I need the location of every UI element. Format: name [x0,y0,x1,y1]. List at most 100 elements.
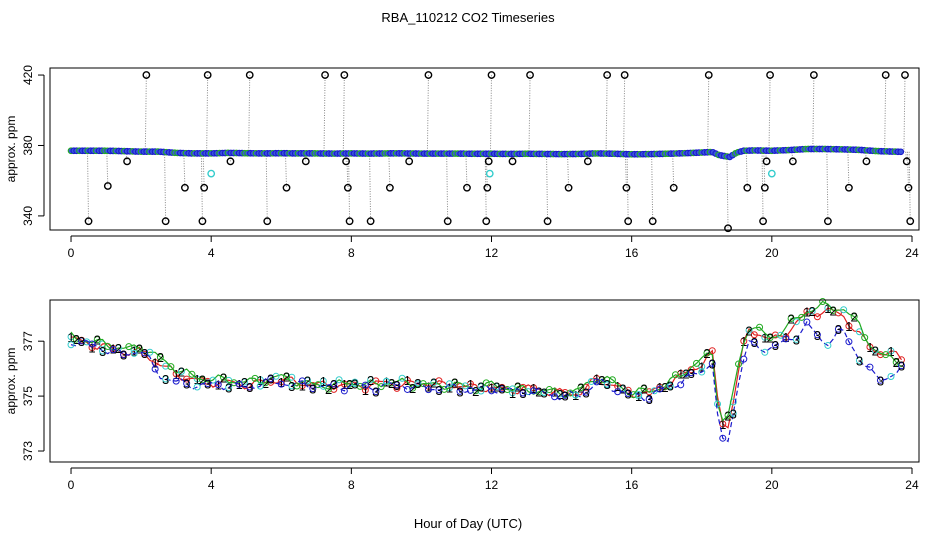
series-label-2: 2 [430,376,437,391]
spike-point [760,183,769,192]
series-label-2: 2 [809,304,816,319]
series-label-2: 2 [157,350,164,365]
spike-point [245,71,254,79]
series-point [876,376,884,384]
series-point [293,382,301,390]
spike-line [206,75,209,154]
series-point [829,307,837,315]
series-point [866,343,874,351]
spike-point [766,71,774,79]
series-point [640,385,648,393]
series-point [403,385,411,393]
series-line-1 [70,307,903,429]
series-point [861,334,869,342]
series-point [577,384,585,392]
spike-line [864,150,867,162]
series-point [582,388,590,396]
x-tick-label: 16 [625,246,639,260]
series-label-3: 3 [498,382,505,397]
series-point [188,370,196,378]
series-point [761,348,769,356]
spike-line [651,154,654,222]
series-point [198,376,206,384]
spike-point [902,157,911,166]
spike-line [908,151,911,222]
series-point [608,376,616,384]
top-marks [67,71,915,233]
series-label-2: 2 [872,343,879,358]
series-point [624,390,632,398]
series-label-2: 2 [220,370,227,385]
y-tick-label: 377 [21,331,35,351]
series-label-2: 2 [472,384,479,399]
series-label-3: 3 [772,338,779,353]
spike-point [84,217,93,226]
series-label-3: 3 [351,377,358,392]
spike-point [487,71,496,79]
spike-point [881,71,890,79]
series-point [677,381,685,389]
series-point [130,349,138,357]
spike-point [198,217,207,226]
series-label-1: 1 [383,374,390,389]
spike-line [826,149,829,222]
series-point [430,379,438,387]
series-point [761,333,769,341]
series-label-3: 3 [877,373,884,388]
series-label-2: 2 [94,333,101,348]
series-label-1: 1 [782,330,789,345]
series-label-3: 3 [667,378,674,393]
series-point [593,378,601,386]
series-point [897,362,905,370]
series-point [834,325,842,333]
series-point [125,343,133,351]
spike-line [125,151,128,162]
spike-point [901,71,909,79]
series-label-1: 1 [887,344,894,359]
x-axis-label: Hour of Day (UTC) [414,516,522,531]
spike-point [443,217,452,226]
spike-point [161,217,170,226]
series-label-2: 2 [703,346,710,361]
series-point [219,373,227,381]
series-point [372,388,380,396]
series-point [656,383,664,391]
series-point [635,391,643,399]
series-point [361,381,369,389]
spike-point [583,157,592,166]
spike-line [906,151,909,188]
series-label-2: 2 [325,382,332,397]
series-point [798,313,806,321]
series-point [445,380,453,388]
series-label-2: 2 [893,355,900,370]
spike-line [768,75,771,151]
series-point [346,380,354,388]
series-point [156,353,164,361]
x-tick-label: 24 [905,246,919,260]
spike-point [142,71,151,79]
spike-point [282,183,291,192]
series-point [803,318,811,326]
series-label-2: 2 [178,364,185,379]
spike-point [301,157,310,166]
series-label-3: 3 [456,384,463,399]
series-point [845,322,853,330]
spike-line [106,150,109,186]
spike-line [605,75,608,154]
series-label-3: 3 [141,346,148,361]
series-label-1: 1 [530,381,537,396]
series-point [750,338,758,346]
series-line-3 [70,320,902,443]
spike-line [623,75,626,155]
spike-point [743,183,752,192]
series-point [671,371,679,379]
series-label-3: 3 [78,334,85,349]
spike-point [724,224,732,233]
series-point [204,380,212,388]
series-label-3: 3 [330,377,337,392]
series-label-1: 1 [278,375,285,390]
spike-point [385,183,394,192]
cyan-point [207,169,216,178]
series-point [719,434,727,442]
y-tick-label: 373 [21,441,35,461]
